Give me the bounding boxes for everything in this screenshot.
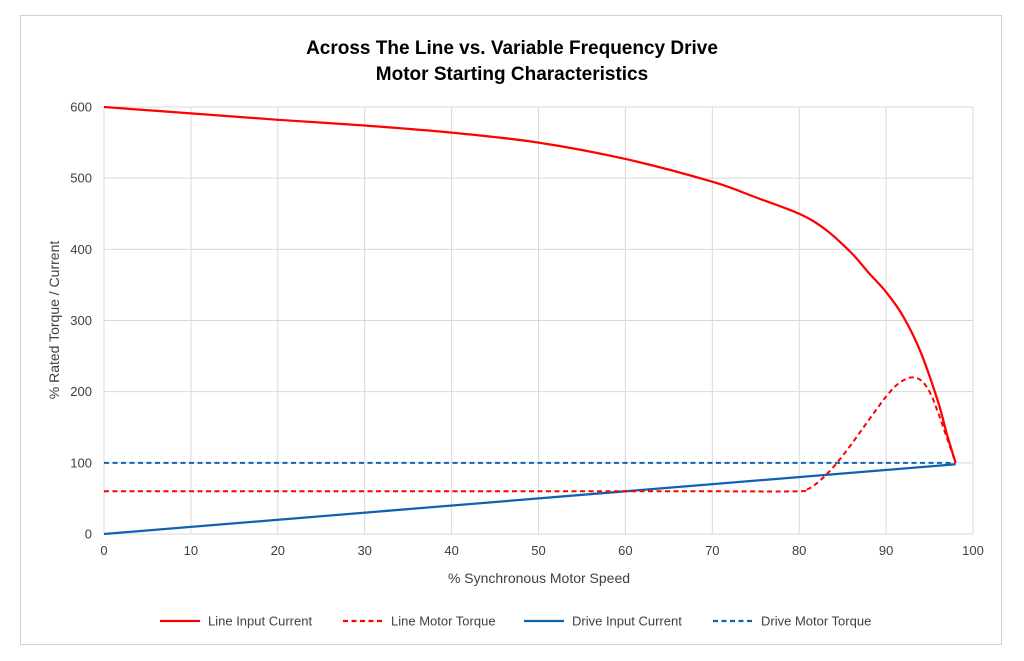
chart-title-line-1: Across The Line vs. Variable Frequency D… [306, 38, 718, 59]
series-layer [103, 105, 957, 536]
y-tick-label: 500 [70, 171, 92, 186]
x-tick-label: 80 [792, 543, 806, 558]
x-tick-label: 10 [184, 543, 198, 558]
x-tick-label: 90 [879, 543, 893, 558]
x-tick-label: 50 [531, 543, 545, 558]
y-tick-label: 600 [70, 100, 92, 115]
x-tick-label: 70 [705, 543, 719, 558]
legend-label-drive-motor-torque: Drive Motor Torque [761, 614, 871, 629]
series-line-line-input-current [103, 105, 957, 464]
chart-svg: Across The Line vs. Variable Frequency D… [46, 38, 984, 629]
legend: Line Input Current Line Motor Torque Drive… [160, 614, 871, 629]
series-line-drive-input-current [103, 463, 956, 536]
x-axis-label: % Synchronous Motor Speed [448, 570, 630, 586]
x-tick-label: 0 [100, 543, 107, 558]
y-tick-label: 200 [70, 384, 92, 399]
legend-label-line-motor-torque: Line Motor Torque [391, 614, 496, 629]
legend-label-line-input-current: Line Input Current [208, 614, 312, 629]
legend-label-drive-input-current: Drive Input Current [572, 614, 682, 629]
x-tick-label: 100 [962, 543, 984, 558]
x-tick-label: 60 [618, 543, 632, 558]
chart-title-line-2: Motor Starting Characteristics [376, 64, 648, 85]
y-tick-label: 0 [85, 527, 92, 542]
x-tick-label: 20 [271, 543, 285, 558]
series-line-line-motor-torque [104, 376, 957, 493]
grid-layer [103, 106, 974, 535]
y-tick-label: 400 [70, 242, 92, 257]
y-tick-label: 300 [70, 313, 92, 328]
y-tick-label: 100 [70, 455, 92, 470]
chart-container: Across The Line vs. Variable Frequency D… [20, 15, 1002, 645]
y-axis-label: % Rated Torque / Current [46, 241, 62, 400]
tick-layer: 0 10 20 30 40 50 60 70 80 90 100 0 100 200 300 400 500 60… [70, 100, 984, 559]
x-tick-label: 40 [444, 543, 458, 558]
x-tick-label: 30 [357, 543, 371, 558]
